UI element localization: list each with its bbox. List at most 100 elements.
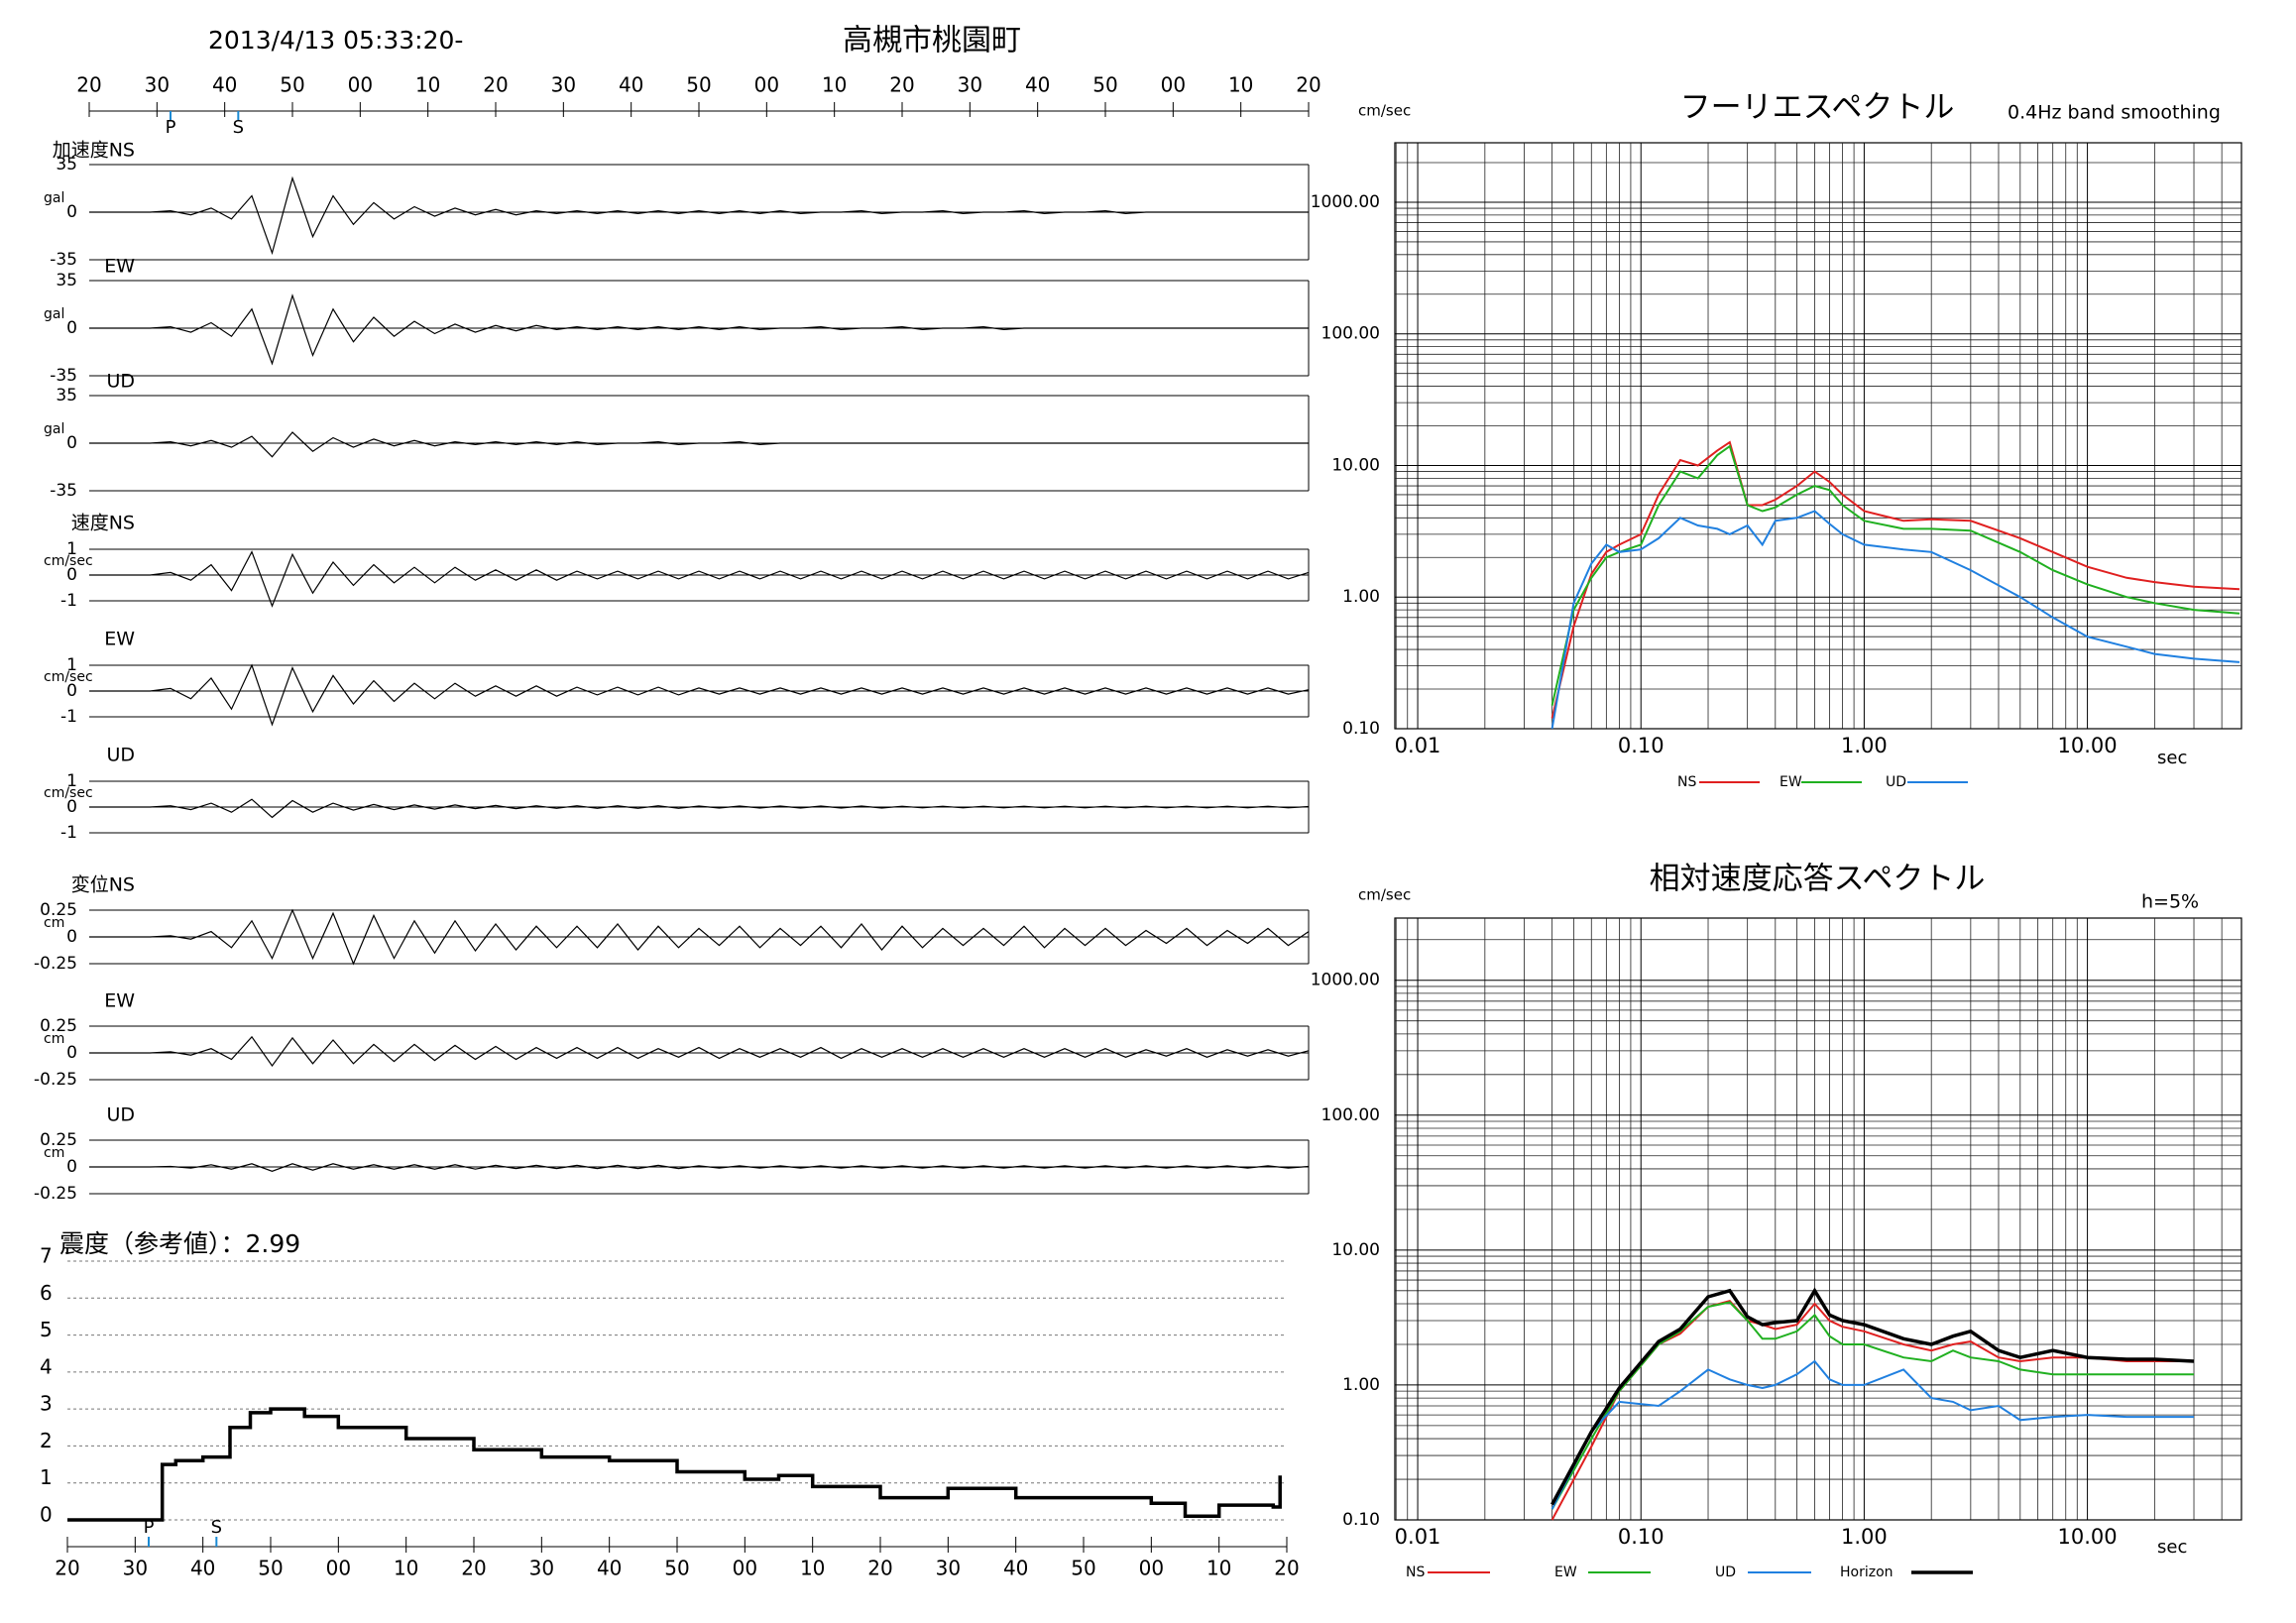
spectrum-line bbox=[1550, 510, 2240, 730]
y-tick-label: 1 bbox=[66, 655, 77, 675]
y-tick-label: 2 bbox=[40, 1429, 53, 1452]
y-tick-label: 7 bbox=[40, 1244, 53, 1268]
phase-label: S bbox=[211, 1517, 222, 1538]
unit-label: cm bbox=[44, 915, 64, 931]
spectrum-line bbox=[1550, 440, 2240, 719]
phase-label: P bbox=[166, 117, 176, 138]
y-tick-label: 0.25 bbox=[40, 1016, 77, 1036]
legend-label: NS bbox=[1677, 774, 1696, 790]
legend-label: NS bbox=[1406, 1565, 1425, 1580]
waveform-trace bbox=[89, 1035, 1310, 1068]
y-tick-label: 10.00 bbox=[1331, 1240, 1380, 1260]
y-tick-label: -0.25 bbox=[34, 1184, 77, 1204]
x-tick-label: 50 bbox=[258, 1557, 283, 1580]
x-tick-label: 20 bbox=[1274, 1557, 1299, 1580]
x-axis-label: sec bbox=[2157, 748, 2187, 768]
x-tick-label: 0.10 bbox=[1618, 734, 1665, 757]
intensity-line bbox=[67, 1407, 1282, 1522]
panel-label: UD bbox=[106, 745, 135, 766]
record-datetime: 2013/4/13 05:33:20- bbox=[208, 26, 463, 55]
x-tick-label: 20 bbox=[76, 73, 101, 97]
x-tick-label: 10 bbox=[800, 1557, 825, 1580]
unit-label: cm/sec bbox=[44, 785, 93, 801]
x-tick-label: 30 bbox=[529, 1557, 554, 1580]
y-tick-label: 35 bbox=[56, 386, 77, 406]
station-name: 高槻市桃園町 bbox=[843, 24, 1021, 58]
panel-label: EW bbox=[104, 256, 135, 278]
x-tick-label: 10 bbox=[415, 73, 440, 97]
chart-title: 震度（参考値）：2.99 bbox=[59, 1229, 300, 1258]
unit-label: cm/sec bbox=[44, 553, 93, 569]
x-axis-label: sec bbox=[2157, 1537, 2187, 1558]
y-tick-label: 0 bbox=[66, 433, 77, 453]
x-tick-label: 00 bbox=[1161, 73, 1186, 97]
legend-label: EW bbox=[1554, 1565, 1577, 1580]
legend-label: Horizon bbox=[1840, 1565, 1894, 1580]
y-tick-label: 35 bbox=[56, 155, 77, 174]
y-axis-label: cm/sec bbox=[1358, 102, 1411, 120]
x-tick-label: 30 bbox=[958, 73, 982, 97]
spectrum-line bbox=[1550, 1299, 2194, 1521]
y-tick-label: -35 bbox=[50, 250, 77, 270]
y-tick-label: -0.25 bbox=[34, 954, 77, 974]
spectrum-line bbox=[1550, 1301, 2194, 1510]
x-tick-label: 20 bbox=[889, 73, 914, 97]
legend-label: EW bbox=[1779, 774, 1802, 790]
y-tick-label: 1000.00 bbox=[1311, 971, 1380, 990]
x-tick-label: 20 bbox=[461, 1557, 486, 1580]
unit-label: cm/sec bbox=[44, 669, 93, 685]
y-tick-label: 0 bbox=[66, 927, 77, 947]
x-tick-label: 00 bbox=[754, 73, 779, 97]
y-tick-label: 0 bbox=[40, 1503, 53, 1527]
x-tick-label: 10.00 bbox=[2058, 734, 2118, 757]
x-tick-label: 40 bbox=[212, 73, 237, 97]
x-tick-label: 40 bbox=[1003, 1557, 1028, 1580]
waveform-trace bbox=[89, 431, 1309, 458]
waveform-trace bbox=[89, 293, 1309, 366]
panel-label: 速度NS bbox=[71, 513, 135, 534]
x-tick-label: 30 bbox=[123, 1557, 148, 1580]
y-tick-label: 5 bbox=[40, 1318, 53, 1341]
x-tick-label: 1.00 bbox=[1841, 1525, 1888, 1549]
panel-label: EW bbox=[104, 990, 135, 1012]
x-tick-label: 10.00 bbox=[2058, 1525, 2118, 1549]
y-tick-label: 1 bbox=[40, 1465, 53, 1489]
spectrum-line bbox=[1550, 444, 2240, 706]
spectrum-line bbox=[1550, 1359, 2194, 1510]
chart-title: 相対速度応答スペクトル bbox=[1650, 862, 1986, 897]
waveform-trace bbox=[89, 663, 1310, 727]
x-tick-label: 40 bbox=[1025, 73, 1050, 97]
legend-label: UD bbox=[1886, 774, 1906, 790]
unit-label: gal bbox=[44, 190, 64, 206]
y-tick-label: 35 bbox=[56, 271, 77, 290]
x-tick-label: 50 bbox=[664, 1557, 689, 1580]
waveform-trace bbox=[89, 550, 1310, 608]
legend-label: UD bbox=[1715, 1565, 1736, 1580]
x-tick-label: 40 bbox=[190, 1557, 215, 1580]
panel-label: 変位NS bbox=[71, 874, 135, 896]
y-tick-label: 0 bbox=[66, 797, 77, 817]
x-tick-label: 20 bbox=[483, 73, 508, 97]
y-tick-label: 0.25 bbox=[40, 900, 77, 920]
phase-label: P bbox=[144, 1517, 155, 1538]
y-tick-label: 0 bbox=[66, 681, 77, 701]
y-tick-label: 1.00 bbox=[1342, 1375, 1380, 1395]
y-tick-label: 100.00 bbox=[1321, 1105, 1380, 1125]
y-tick-label: 0 bbox=[66, 565, 77, 585]
panel-label: 加速度NS bbox=[53, 140, 135, 162]
y-tick-label: 3 bbox=[40, 1392, 53, 1416]
y-tick-label: 0 bbox=[66, 202, 77, 222]
y-tick-label: 0 bbox=[66, 1157, 77, 1177]
y-tick-label: -35 bbox=[50, 481, 77, 501]
x-tick-label: 10 bbox=[822, 73, 847, 97]
x-tick-label: 30 bbox=[551, 73, 576, 97]
x-tick-label: 00 bbox=[326, 1557, 351, 1580]
unit-label: cm bbox=[44, 1031, 64, 1047]
y-tick-label: 100.00 bbox=[1321, 324, 1380, 344]
y-tick-label: 1 bbox=[66, 539, 77, 559]
y-tick-label: -1 bbox=[60, 707, 77, 727]
panel-label: EW bbox=[104, 629, 135, 650]
x-tick-label: 10 bbox=[394, 1557, 418, 1580]
